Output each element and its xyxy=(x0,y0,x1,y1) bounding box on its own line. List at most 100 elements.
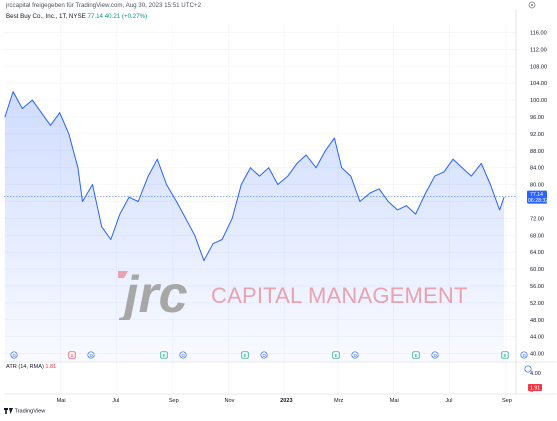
price-point xyxy=(341,167,343,169)
jrc-logo: jrc xyxy=(118,268,188,320)
price-point xyxy=(176,201,177,202)
price-point xyxy=(110,239,112,240)
last-price-badge-countdown: 06:28:32 xyxy=(528,198,548,204)
price-point xyxy=(296,163,298,164)
price-point xyxy=(268,167,270,169)
price-point xyxy=(41,112,42,114)
atr-tick-label: 4.00 xyxy=(530,371,541,377)
tradingview-logo-icon xyxy=(4,408,13,414)
price-point xyxy=(212,243,214,245)
event-dividend-marker[interactable]: D xyxy=(179,351,187,359)
price-tick-label: 108.00 xyxy=(530,64,547,70)
event-dividend-marker[interactable]: D xyxy=(260,351,268,359)
svg-text:E: E xyxy=(415,353,418,358)
price-point xyxy=(378,188,380,190)
last-price-badge: 77.14 06:28:32 xyxy=(527,190,548,204)
price-point xyxy=(4,116,6,118)
atr-value: 1.81 xyxy=(45,364,57,370)
price-tick-label: 80.00 xyxy=(530,183,544,189)
event-dividend-marker[interactable]: D xyxy=(431,351,439,359)
price-tick-label: 60.00 xyxy=(530,267,544,273)
last-price-badge-value: 77.14 xyxy=(530,192,543,198)
price-point xyxy=(68,133,70,135)
price-point xyxy=(277,184,279,185)
price-tick-label: 64.00 xyxy=(530,250,544,256)
price-tick-label: 92.00 xyxy=(530,132,544,138)
scale-settings-icon[interactable] xyxy=(524,365,532,373)
settings-gear-icon[interactable] xyxy=(528,1,536,9)
svg-text:D: D xyxy=(182,353,186,358)
price-tick-label: 40.00 xyxy=(530,352,544,358)
price-point xyxy=(166,184,167,185)
tradingview-brand[interactable]: TradingView xyxy=(4,408,45,414)
event-earnings-marker[interactable]: E xyxy=(241,351,249,359)
svg-text:D: D xyxy=(354,353,358,358)
price-point xyxy=(315,167,317,169)
price-tick-label: 96.00 xyxy=(530,115,544,121)
price-point xyxy=(287,175,289,177)
atr-axis: 4.00 0 1.91 xyxy=(528,371,542,394)
price-point xyxy=(350,175,352,177)
price-area xyxy=(4,91,505,362)
time-tick-label: Mrz xyxy=(334,398,344,404)
price-tick-label: 68.00 xyxy=(530,233,544,239)
svg-text:E: E xyxy=(163,353,166,358)
time-tick-label: Jul xyxy=(445,398,452,404)
time-tick-label: Mai xyxy=(390,398,399,404)
atr-value-badge-text: 1.91 xyxy=(530,386,540,392)
price-point xyxy=(77,167,79,169)
atr-name: ATR (14, RMA) xyxy=(6,364,44,370)
price-point xyxy=(490,184,491,185)
svg-text:E: E xyxy=(504,353,507,358)
event-dividend-marker[interactable]: D xyxy=(87,351,95,359)
svg-text:E: E xyxy=(335,353,338,358)
event-dividend-marker[interactable]: D xyxy=(351,351,359,359)
price-line-layer xyxy=(4,91,505,262)
symbol-legend[interactable]: Best Buy Co., Inc., 1T, NYSE 77.14 40.21… xyxy=(6,13,147,20)
price-point xyxy=(119,213,121,215)
atr-indicator-legend[interactable]: ATR (14, RMA) 1.81 xyxy=(6,364,56,370)
svg-text:S: S xyxy=(71,353,74,358)
price-point xyxy=(480,163,482,164)
time-tick-label: Sep xyxy=(502,398,512,404)
price-tick-label: 104.00 xyxy=(530,81,547,87)
svg-text:E: E xyxy=(244,353,247,358)
svg-text:D: D xyxy=(90,353,94,358)
atr-value-badge xyxy=(528,384,542,391)
time-tick-label: 2023 xyxy=(280,398,292,404)
price-point xyxy=(334,137,335,139)
price-point xyxy=(415,213,416,215)
price-point xyxy=(503,196,505,198)
price-point xyxy=(231,217,233,219)
event-split-marker[interactable]: S xyxy=(68,351,76,359)
price-point xyxy=(369,192,371,194)
time-axis[interactable]: Mai Jul Sep Nov 2023 Mrz Mai Jul Sep xyxy=(57,398,512,404)
price-point xyxy=(203,260,205,261)
jrc-logo-slash xyxy=(118,271,128,278)
price-point xyxy=(359,201,361,202)
price-point xyxy=(305,154,307,156)
price-point xyxy=(425,192,426,194)
event-earnings-marker[interactable]: E xyxy=(412,351,420,359)
price-tick-label: 112.00 xyxy=(530,47,547,53)
event-earnings-marker[interactable]: E xyxy=(501,351,509,359)
event-earnings-marker[interactable]: E xyxy=(160,351,168,359)
price-point xyxy=(387,201,389,202)
price-point xyxy=(101,226,103,228)
price-point xyxy=(147,175,149,177)
tradingview-brand-text: TradingView xyxy=(14,408,46,415)
event-dividend-marker[interactable]: D xyxy=(520,351,528,359)
published-by-note: jrccapital freigegeben für TradingView.c… xyxy=(6,2,202,9)
price-point xyxy=(50,125,51,126)
event-earnings-marker[interactable]: E xyxy=(332,351,340,359)
price-tick-label: 56.00 xyxy=(530,284,544,290)
price-point xyxy=(452,158,454,160)
price-point xyxy=(470,175,472,177)
jrc-logo-text: jrc xyxy=(118,268,188,320)
price-point xyxy=(21,108,23,109)
price-point xyxy=(406,205,407,207)
event-dividend-marker[interactable]: D xyxy=(10,351,18,359)
price-point xyxy=(59,112,61,114)
